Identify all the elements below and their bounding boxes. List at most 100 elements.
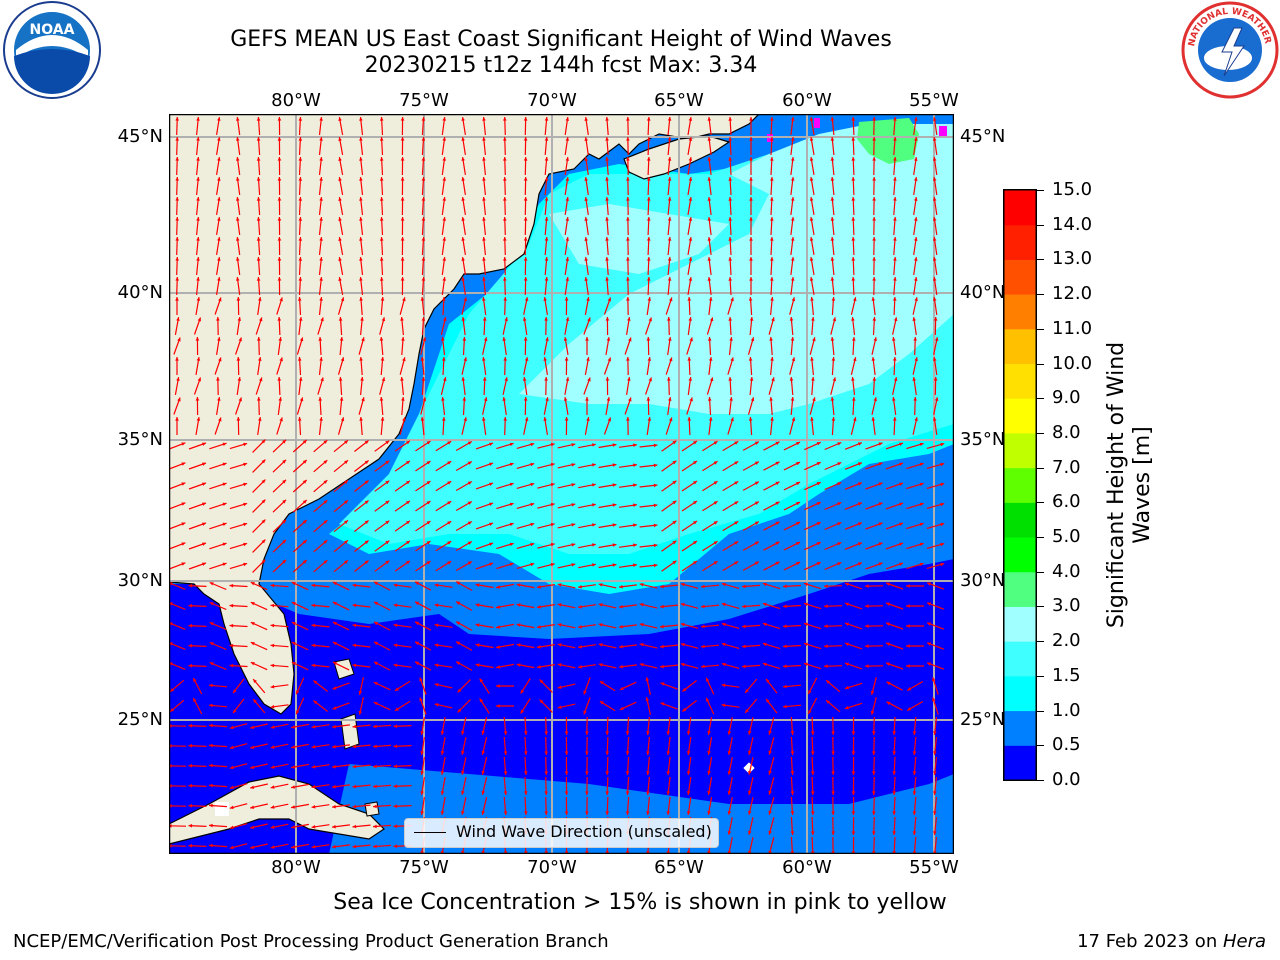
wind-wave-arrowhead [686, 811, 691, 815]
wind-wave-arrowhead [852, 397, 856, 401]
wind-wave-arrowhead [277, 137, 282, 141]
wind-wave-arrowhead [298, 317, 303, 321]
colorbar-segment [1004, 432, 1036, 469]
wind-wave-arrowhead [502, 397, 506, 401]
wind-wave-arrowhead [475, 583, 480, 587]
wind-wave-arrowhead [169, 784, 172, 788]
wind-wave-arrowhead [830, 117, 835, 121]
wind-wave-arrowhead [693, 521, 697, 525]
ocean-band-3-0 [857, 118, 919, 164]
wind-wave-arrowhead [352, 744, 357, 749]
wind-wave-arrowhead [612, 503, 617, 507]
wind-wave-arrowhead [688, 177, 693, 181]
wind-wave-arrowhead [810, 831, 815, 835]
wind-wave-arrowhead [352, 603, 357, 608]
wind-wave-arrowhead [338, 257, 342, 261]
wind-wave-arrowhead [680, 642, 685, 647]
wind-wave-arrowhead [236, 177, 240, 181]
wind-wave-arrowhead [467, 461, 472, 465]
wind-wave-arrowhead [359, 197, 363, 201]
wind-wave-arrowhead [790, 277, 795, 281]
wind-wave-arrowhead [415, 641, 420, 646]
wind-wave-arrowhead [878, 562, 883, 566]
wind-wave-arrowhead [653, 503, 658, 508]
wind-wave-arrowhead [360, 377, 364, 381]
wind-wave-arrowhead [693, 441, 697, 445]
wind-wave-arrowhead [713, 561, 718, 565]
wind-wave-arrowhead [291, 845, 295, 849]
wind-wave-arrowhead [291, 765, 295, 769]
wind-wave-arrowhead [789, 317, 794, 321]
wind-wave-arrowhead [893, 197, 897, 201]
wind-wave-arrowhead [626, 257, 630, 261]
wind-wave-arrowhead [899, 442, 903, 446]
wind-wave-arrowhead [932, 357, 937, 361]
wind-wave-arrowhead [313, 700, 318, 705]
wind-wave-arrowhead [442, 217, 446, 221]
wind-wave-arrowhead [400, 317, 404, 321]
wind-wave-arrowhead [688, 157, 693, 161]
wind-wave-arrowhead [851, 257, 856, 261]
wind-wave-arrowhead [647, 297, 652, 301]
wind-wave-arrowhead [571, 543, 576, 547]
wind-wave-arrowhead [831, 417, 836, 421]
wind-wave-direction-arrows [169, 116, 945, 854]
wind-wave-arrowhead [175, 177, 179, 181]
wind-wave-arrowhead [646, 197, 651, 201]
wind-wave-arrowhead [831, 357, 836, 361]
wind-wave-arrowhead [544, 157, 549, 161]
wind-wave-arrowhead [768, 770, 772, 775]
wind-wave-arrowhead [906, 584, 910, 588]
wind-wave-arrowhead [421, 177, 426, 181]
wind-wave-arrowhead [503, 137, 507, 141]
wind-wave-arrowhead [893, 217, 897, 221]
wind-wave-arrowhead [728, 157, 732, 161]
wind-wave-arrowhead [250, 825, 255, 829]
wind-wave-arrowhead [426, 461, 431, 465]
wind-wave-arrowhead [730, 357, 734, 362]
colorbar-tick-label: 10.0 [1052, 352, 1093, 374]
wind-wave-arrowhead [666, 731, 671, 735]
wind-wave-arrowhead [633, 463, 637, 467]
wind-wave-arrowhead [442, 297, 446, 301]
colorbar-tick-mark [1036, 571, 1044, 573]
wind-wave-arrowhead [496, 645, 500, 649]
wind-wave-arrowhead [790, 117, 795, 121]
wind-wave-arrowhead [393, 724, 398, 729]
wind-wave-arrowhead [393, 603, 398, 608]
wind-wave-arrowhead [810, 811, 815, 815]
wind-wave-arrowhead [783, 624, 787, 629]
wind-wave-arrowhead [340, 297, 345, 302]
wind-wave-arrowhead [625, 791, 630, 795]
wind-wave-arrowhead [749, 237, 753, 241]
wind-wave-arrowhead [277, 157, 282, 161]
wind-wave-arrowhead [912, 317, 916, 321]
wind-wave-arrowhead [775, 541, 780, 546]
colorbar-tick-label: 8.0 [1052, 421, 1081, 443]
wind-wave-arrowhead [628, 337, 632, 342]
wind-wave-arrowhead [585, 397, 589, 401]
wind-wave-arrowhead [544, 751, 548, 755]
wind-wave-arrowhead [298, 157, 303, 161]
colorbar-segment [1004, 571, 1036, 607]
wind-wave-arrowhead [625, 751, 630, 755]
wind-wave-arrowhead [639, 663, 644, 667]
wind-wave-arrowhead [754, 501, 759, 505]
wind-wave-arrowhead [229, 825, 234, 830]
wind-wave-arrowhead [851, 811, 856, 815]
wind-wave-arrowhead [857, 482, 862, 486]
lat-label-left-30n: 30°N [117, 570, 163, 591]
wind-wave-arrowhead [516, 663, 521, 667]
wind-wave-arrowhead [564, 811, 569, 815]
wind-wave-arrowhead [775, 501, 780, 506]
wind-wave-arrowhead [352, 784, 357, 789]
wind-wave-arrowhead [222, 462, 227, 466]
wind-wave-arrowhead [830, 337, 835, 341]
wind-wave-arrowhead [544, 811, 548, 815]
wind-wave-arrowhead [605, 157, 609, 161]
wind-wave-arrowhead [721, 622, 726, 627]
wind-wave-arrowhead [442, 177, 446, 181]
wind-wave-arrowhead [660, 682, 665, 686]
wind-wave-arrowhead [338, 137, 342, 141]
wind-wave-arrowhead [406, 560, 410, 565]
